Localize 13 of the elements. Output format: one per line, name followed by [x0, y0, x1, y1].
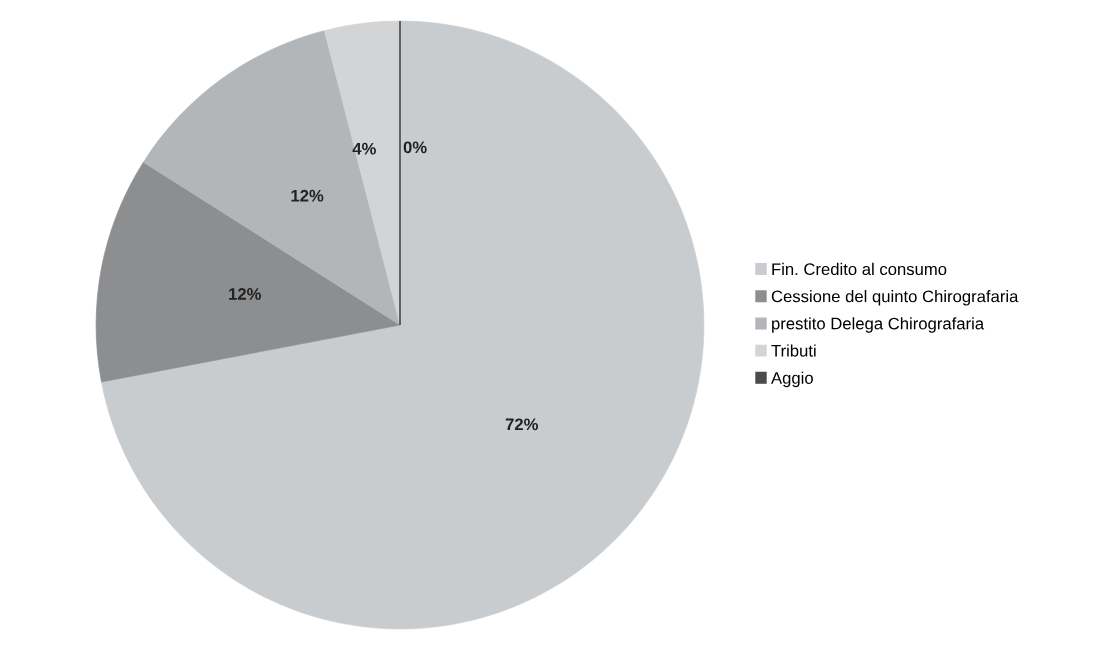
legend-label: Aggio [771, 371, 813, 388]
pie-slice [95, 161, 401, 383]
pie-slice [101, 20, 705, 630]
data-label: 12% [291, 189, 324, 202]
legend-label: Tributi [771, 344, 816, 357]
data-label: 72% [505, 418, 539, 431]
pie-slice [143, 30, 401, 326]
legend-label: prestito Delega Chirografaria [772, 317, 985, 333]
legend-label: Fin. Credito al consumo [772, 262, 947, 276]
data-label: 12% [229, 288, 261, 300]
text: 0% [403, 141, 427, 154]
legend-label: Cessione del quinto Chirografaria [771, 290, 1019, 306]
data-label: 4% [352, 142, 376, 155]
